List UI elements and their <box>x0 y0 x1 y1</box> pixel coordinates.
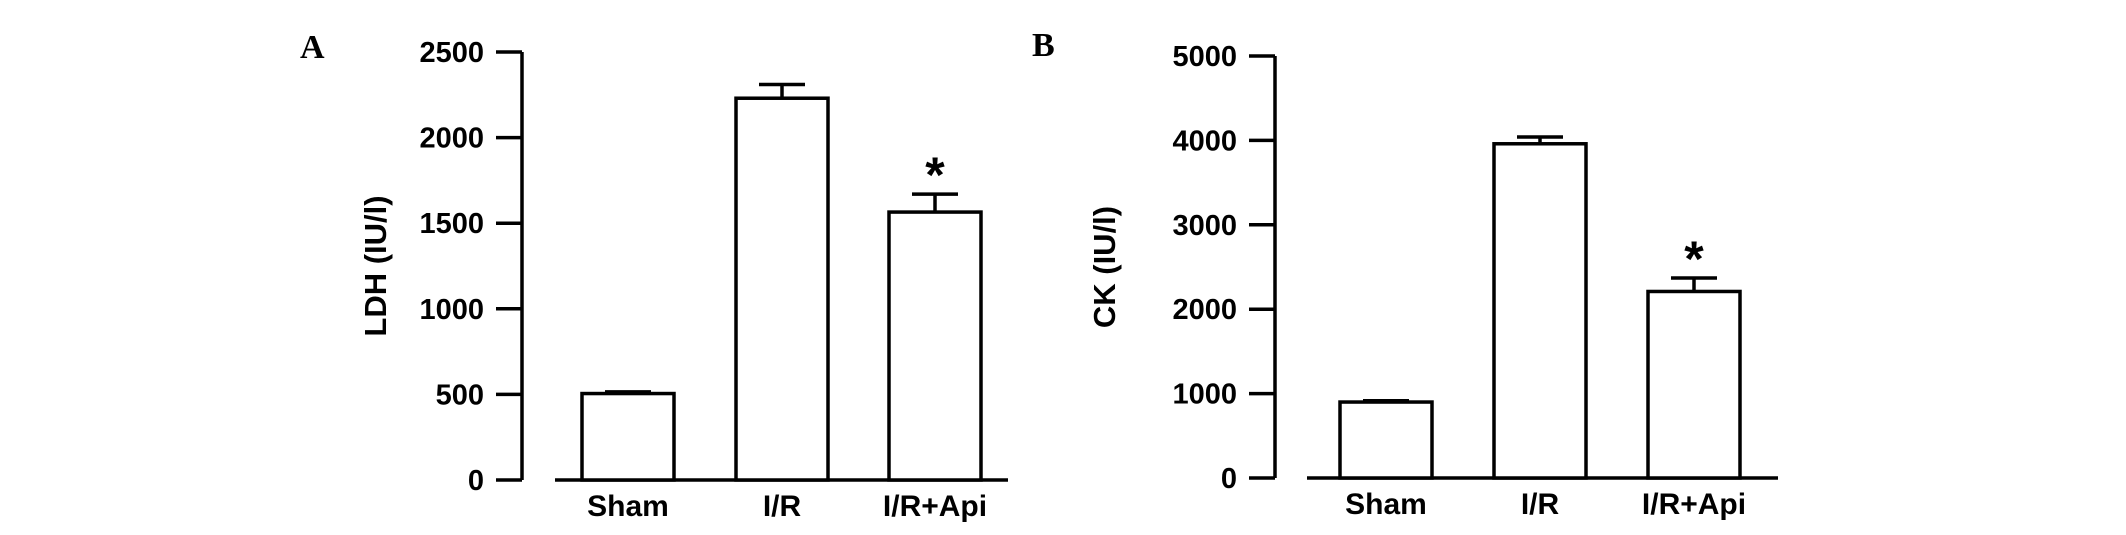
x-category-label: I/R+Api <box>883 490 987 523</box>
bar-i-r <box>1492 142 1588 480</box>
x-category-label: I/R <box>1521 488 1560 521</box>
bar-sham <box>580 391 676 482</box>
y-tick-label: 1000 <box>419 294 484 326</box>
bar-i-r-api <box>887 210 983 482</box>
chart-panel-b: B 0 1000 2000 3000 4000 5000 CK (IU/l) Sham I/R I/… <box>1032 27 1778 521</box>
y-axis-title: LDH (IU/l) <box>358 195 393 336</box>
x-category-label: I/R+Api <box>1642 488 1746 521</box>
y-tick-label: 3000 <box>1172 210 1237 242</box>
bar-i-r-api <box>1646 289 1742 480</box>
y-tick-label: 0 <box>468 465 484 497</box>
x-category-label: Sham <box>1345 488 1427 521</box>
y-axis-title: CK (IU/l) <box>1087 206 1122 328</box>
y-tick-label: 1500 <box>419 208 484 240</box>
x-category-label: I/R <box>763 490 802 523</box>
y-tick-label: 5000 <box>1172 41 1237 73</box>
significance-marker: * <box>1684 231 1704 287</box>
panel-letter: A <box>300 29 325 66</box>
y-tick-label: 2500 <box>419 37 484 69</box>
y-tick-label: 0 <box>1221 463 1237 495</box>
y-tick-label: 500 <box>436 379 484 411</box>
chart-panel-a: A 0 500 1000 1500 2000 2500 LDH (IU/l) Sham I/R I/… <box>300 29 1008 523</box>
significance-marker: * <box>925 147 945 203</box>
y-tick-label: 2000 <box>1172 294 1237 326</box>
x-category-label: Sham <box>587 490 669 523</box>
y-tick-label: 2000 <box>419 123 484 155</box>
bar-i-r <box>734 96 830 482</box>
y-tick-label: 1000 <box>1172 379 1237 411</box>
bar-sham <box>1338 400 1434 480</box>
panel-letter: B <box>1032 27 1055 64</box>
y-tick-label: 4000 <box>1172 125 1237 157</box>
